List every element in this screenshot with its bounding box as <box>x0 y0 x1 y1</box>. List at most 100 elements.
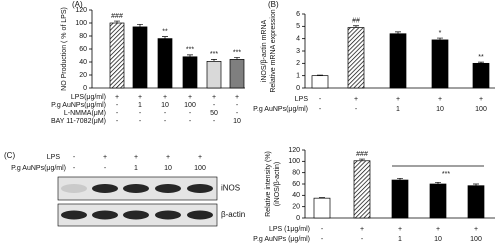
condition-value: + <box>198 154 202 161</box>
condition-value: - <box>213 118 216 125</box>
y-tick-label: 4 <box>296 36 300 43</box>
error-bar <box>353 25 359 28</box>
condition-value: 1 <box>138 102 142 109</box>
band-label: β-actin <box>221 210 245 219</box>
bar <box>467 185 485 219</box>
significance-label: ** <box>162 28 168 35</box>
condition-value: + <box>436 226 440 233</box>
condition-value: - <box>213 102 216 109</box>
condition-value: - <box>116 102 119 109</box>
condition-value: - <box>321 226 324 233</box>
panel-label: (A) <box>72 0 83 9</box>
significance-label: *** <box>186 47 194 54</box>
y-axis-label: Relative intensity (%) <box>265 151 272 217</box>
y-tick-label: 40 <box>292 192 300 199</box>
condition-value: + <box>360 226 364 233</box>
significance-label: ## <box>352 18 360 25</box>
condition-value: - <box>164 110 167 117</box>
bar <box>132 26 148 89</box>
y-tick-label: 6 <box>296 11 300 18</box>
condition-value: + <box>166 154 170 161</box>
condition-value: + <box>474 226 478 233</box>
condition-value: - <box>104 165 107 172</box>
error-bar <box>435 181 441 184</box>
blot-band <box>155 184 181 193</box>
condition-value: - <box>73 154 76 161</box>
error-bar <box>473 183 479 186</box>
condition-value: - <box>73 165 76 172</box>
condition-value: 10 <box>161 102 169 109</box>
y-tick-label: 100 <box>75 20 87 27</box>
bar <box>109 22 125 89</box>
y-tick-label: 0 <box>296 215 300 222</box>
condition-value: - <box>139 110 142 117</box>
significance-label: * <box>439 30 442 37</box>
condition-value: + <box>188 94 192 101</box>
y-tick-label: 60 <box>292 181 300 188</box>
blot-band <box>92 210 118 220</box>
error-bar <box>478 61 484 64</box>
condition-value: - <box>116 110 119 117</box>
y-tick-label: 2 <box>296 60 300 67</box>
y-axis-label: (iNOS/β-actin) <box>274 162 281 206</box>
bar <box>431 39 449 89</box>
condition-label: P.g AuNPs(μg/ml) <box>11 165 66 172</box>
y-tick-label: 100 <box>288 158 300 165</box>
bar <box>353 160 371 219</box>
condition-value: - <box>321 236 324 243</box>
y-axis-label: NO Production ( % of LPS) <box>61 7 68 91</box>
y-tick-label: 0 <box>83 85 87 92</box>
condition-value: - <box>164 118 167 125</box>
condition-value: 100 <box>475 106 487 113</box>
blot-band <box>187 210 213 220</box>
condition-label: P.g AuNPs (μg/ml) <box>253 236 310 243</box>
condition-value: + <box>115 94 119 101</box>
bar <box>391 179 409 219</box>
error-bar <box>234 57 240 60</box>
condition-value: 1 <box>396 106 400 113</box>
bar <box>311 75 329 89</box>
condition-value: + <box>103 154 107 161</box>
bar <box>313 197 331 219</box>
condition-label: P.g AuNPs(μg/ml) <box>253 106 308 113</box>
error-bar <box>319 197 325 199</box>
blot-band <box>187 184 213 193</box>
y-tick-label: 80 <box>292 170 300 177</box>
condition-label: P.g AuNPs(μg/ml) <box>51 102 106 109</box>
error-bar <box>211 59 217 62</box>
condition-value: + <box>163 94 167 101</box>
error-bar <box>137 23 143 27</box>
y-tick-label: 3 <box>296 48 300 55</box>
condition-value: + <box>398 226 402 233</box>
condition-value: + <box>438 96 442 103</box>
y-axis-label: Relative mRNA expression <box>270 9 277 92</box>
error-bar <box>397 177 403 181</box>
condition-value: - <box>189 118 192 125</box>
error-bar <box>359 158 365 161</box>
bar <box>429 183 447 219</box>
y-tick-label: 20 <box>292 204 300 211</box>
error-bar <box>114 20 120 23</box>
condition-value: 100 <box>194 165 206 172</box>
significance-label: ** <box>478 54 484 61</box>
condition-label: LPS <box>295 96 309 103</box>
condition-value: - <box>319 96 322 103</box>
condition-value: + <box>212 94 216 101</box>
condition-value: 100 <box>184 102 196 109</box>
y-axis-label: iNOS/β-actin mRNA <box>261 19 268 82</box>
y-tick-label: 60 <box>79 46 87 53</box>
y-tick-label: 80 <box>79 33 87 40</box>
condition-value: - <box>189 110 192 117</box>
condition-label: LPS <box>47 154 61 161</box>
condition-value: + <box>354 96 358 103</box>
condition-value: - <box>236 110 239 117</box>
condition-value: - <box>319 106 322 113</box>
panel-label: (C) <box>4 151 15 160</box>
blot-band <box>61 210 87 220</box>
condition-value: + <box>235 94 239 101</box>
condition-label: BAY 11-7082(μM) <box>51 118 106 125</box>
error-bar <box>395 31 401 34</box>
condition-label: LPS (1μg/ml) <box>269 226 310 233</box>
y-tick-label: 20 <box>79 72 87 79</box>
bar <box>229 59 245 89</box>
